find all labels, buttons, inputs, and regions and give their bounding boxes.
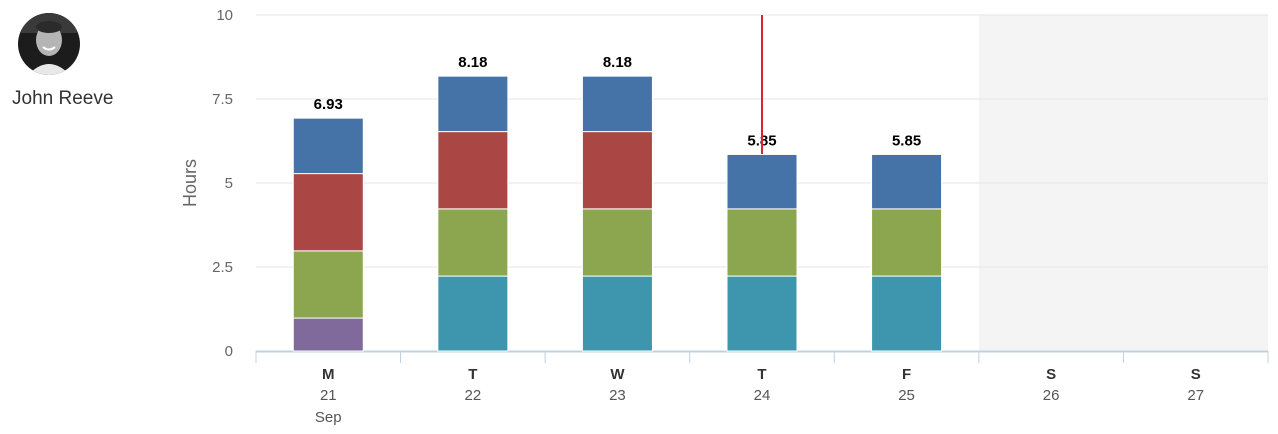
x-day-label: F xyxy=(902,366,911,383)
x-date-label: 26 xyxy=(1043,387,1060,404)
bar-total-label: 8.18 xyxy=(458,54,487,71)
y-tick-label: 7.5 xyxy=(212,91,233,108)
bar-segment xyxy=(437,275,509,352)
bar-segment xyxy=(871,275,943,352)
user-panel: John Reeve xyxy=(0,0,180,434)
y-axis-title: Hours xyxy=(180,159,200,207)
bar-segment xyxy=(726,208,798,277)
bar-segment xyxy=(292,317,364,352)
bar-total-label: 6.93 xyxy=(314,96,343,113)
x-date-label: 23 xyxy=(609,387,626,404)
bar-segment xyxy=(871,208,943,277)
bar-segment xyxy=(437,208,509,277)
x-day-label: T xyxy=(757,366,766,383)
bar-segment xyxy=(726,153,798,210)
bar-segment xyxy=(437,75,509,133)
bar-segment xyxy=(581,275,653,352)
bar-segment xyxy=(581,75,653,133)
x-day-label: M xyxy=(322,366,335,383)
x-day-label: T xyxy=(468,366,477,383)
x-day-label: S xyxy=(1046,366,1056,383)
x-day-label: W xyxy=(610,366,625,383)
x-date-label: 27 xyxy=(1187,387,1204,404)
bar-segment xyxy=(437,131,509,210)
x-date-label: 22 xyxy=(465,387,482,404)
x-month-label: Sep xyxy=(315,409,342,426)
bar-segment xyxy=(871,153,943,210)
avatar[interactable] xyxy=(18,13,80,75)
bar-segment xyxy=(292,250,364,319)
bar-total-label: 5.85 xyxy=(892,132,921,149)
x-date-label: 24 xyxy=(754,387,771,404)
bar-segment xyxy=(292,173,364,252)
x-date-label: 25 xyxy=(898,387,915,404)
y-tick-label: 2.5 xyxy=(212,259,233,276)
y-tick-label: 5 xyxy=(225,175,233,192)
bar-segment xyxy=(581,208,653,277)
y-tick-label: 0 xyxy=(225,343,233,360)
bar-segment xyxy=(581,131,653,210)
user-name[interactable]: John Reeve xyxy=(12,88,114,109)
bar-segment xyxy=(292,117,364,175)
bar-segment xyxy=(726,275,798,352)
y-tick-label: 10 xyxy=(216,7,233,24)
x-day-label: S xyxy=(1191,366,1201,383)
x-date-label: 21 xyxy=(320,387,337,404)
avatar-photo xyxy=(18,13,80,75)
bar-total-label: 8.18 xyxy=(603,54,632,71)
